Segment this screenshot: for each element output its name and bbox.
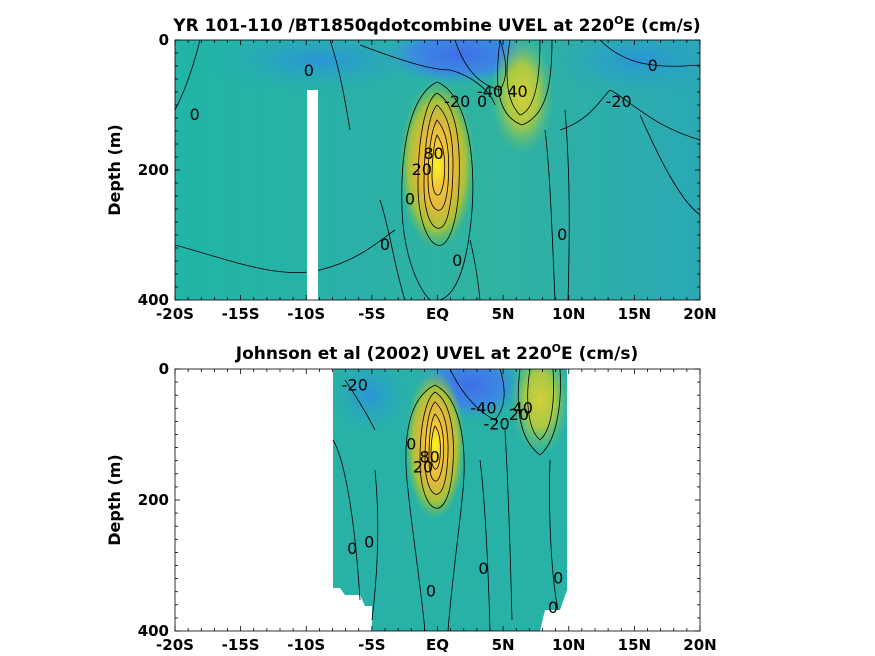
x-tick-label: 15N	[618, 305, 651, 323]
heatmap-top	[175, 40, 700, 300]
contour-label: 20	[413, 457, 433, 476]
y-tick-label: 400	[138, 291, 169, 309]
x-tick-label: EQ	[426, 636, 449, 654]
x-tick-label: 10N	[552, 636, 585, 654]
x-tick-label: -5S	[358, 305, 385, 323]
x-tick-label: -15S	[222, 636, 260, 654]
chart-title-top: YR 101-110 /BT1850qdotcombine UVEL at 22…	[172, 14, 700, 36]
y-axis-label-bottom: Depth (m)	[105, 454, 124, 546]
contour-label: 80	[423, 144, 443, 163]
euc-hot-core	[405, 370, 465, 520]
sec-cool-region	[210, 40, 430, 90]
contour-label: 0	[557, 225, 567, 244]
x-tick-label: -20S	[156, 305, 194, 323]
contour-label: 40	[513, 398, 533, 417]
contour-label: 0	[452, 251, 462, 270]
y-axis-label-top: Depth (m)	[105, 124, 124, 216]
y-tick-label: 200	[138, 491, 169, 509]
contour-label: 0	[477, 92, 487, 111]
x-tick-label: -5S	[358, 636, 385, 654]
euc-hot-core	[399, 80, 475, 250]
y-tick-label: 200	[138, 161, 169, 179]
y-tick-label: 0	[159, 31, 169, 49]
contour-label: -20	[483, 415, 509, 434]
contour-label: -40	[470, 398, 496, 417]
x-tick-label: 20N	[683, 305, 716, 323]
x-tick-label: 20N	[683, 636, 716, 654]
necc-warm-core	[510, 369, 570, 455]
contour-label: 0	[426, 582, 436, 601]
x-ticks-top: -20S -15S -10S -5S EQ 5N 10N 15N 20N	[156, 40, 717, 323]
x-tick-label: 15N	[618, 636, 651, 654]
x-tick-label: -10S	[287, 305, 325, 323]
contour-label: -40	[477, 82, 503, 101]
sec-cool-region-north	[550, 40, 700, 95]
contour-label: -20	[444, 92, 470, 111]
contour-label: 40	[507, 82, 527, 101]
contour-label: 0	[405, 189, 415, 208]
contour-lines-top	[175, 40, 700, 300]
heatmap-bottom	[330, 369, 570, 631]
contour-label: 0	[548, 598, 558, 617]
contour-label: -20	[342, 375, 368, 394]
contour-label: 0	[553, 569, 563, 588]
sec-south-cool	[330, 369, 410, 435]
contour-label: 0	[406, 434, 416, 453]
contour-label: 0	[347, 539, 357, 558]
contour-label: 20	[412, 160, 432, 179]
x-tick-label: -15S	[222, 305, 260, 323]
contour-label: 80	[419, 447, 439, 466]
x-tick-label: 5N	[492, 636, 515, 654]
data-gap-bar	[307, 90, 318, 300]
panel-bottom: Johnson et al (2002) UVEL at 220OE (cm/s…	[105, 342, 717, 654]
contour-lines-bottom	[332, 369, 561, 631]
panel-top: YR 101-110 /BT1850qdotcombine UVEL at 22…	[105, 14, 717, 323]
chart-title-bottom: Johnson et al (2002) UVEL at 220OE (cm/s…	[235, 342, 638, 364]
x-tick-label: 5N	[492, 305, 515, 323]
x-tick-label: 10N	[552, 305, 585, 323]
y-tick-label: 0	[159, 360, 169, 378]
contour-label: 0	[380, 235, 390, 254]
contour-label: 0	[648, 56, 658, 75]
contour-label: 0	[478, 559, 488, 578]
contour-label: -20	[606, 92, 632, 111]
x-tick-label: -10S	[287, 636, 325, 654]
y-tick-label: 400	[138, 622, 169, 640]
contour-label: 0	[304, 61, 314, 80]
contour-label: 0	[190, 105, 200, 124]
contour-label: 20	[509, 405, 529, 424]
x-ticks-bottom: -20S -15S -10S -5S EQ 5N 10N 15N 20N	[156, 369, 717, 654]
x-tick-label: EQ	[426, 305, 449, 323]
contour-label: 0	[364, 533, 374, 552]
x-tick-label: -20S	[156, 636, 194, 654]
